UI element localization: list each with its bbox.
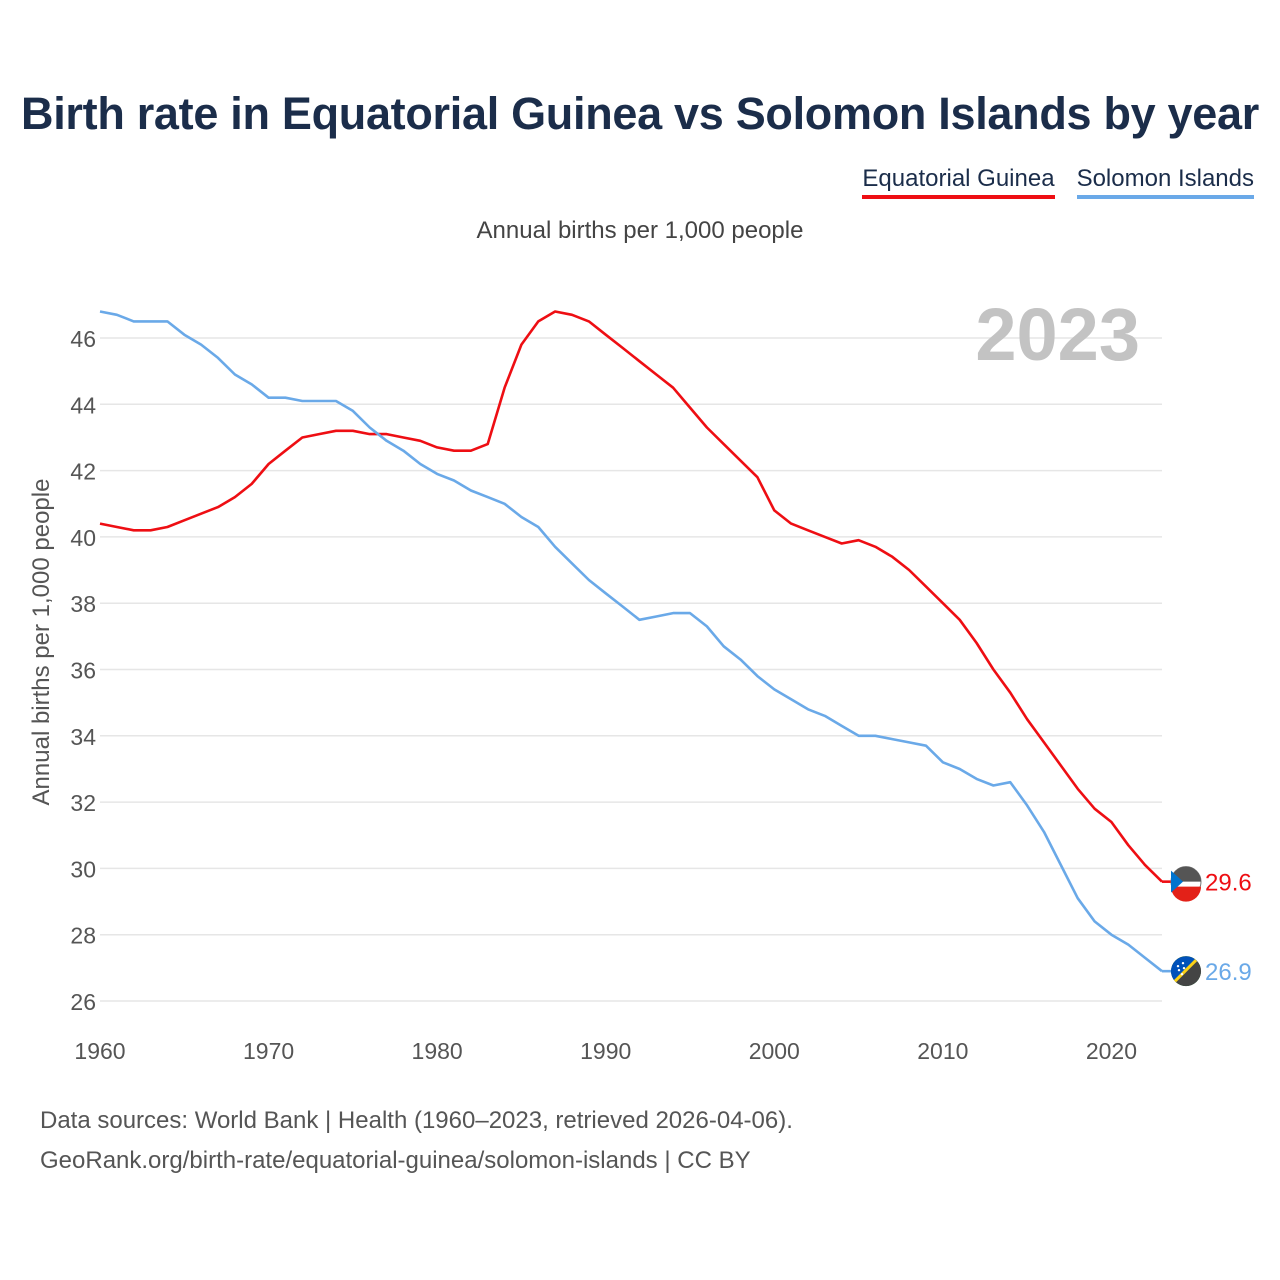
x-tick-label: 1970 (243, 1038, 294, 1064)
series-line-equatorial-guinea (99, 310, 1163, 883)
end-markers: 29.6 26.9 (1162, 866, 1252, 987)
flag-triangle (1171, 870, 1183, 893)
y-tick-label: 46 (70, 326, 96, 352)
source-line-1: Data sources: World Bank | Health (1960–… (40, 1107, 793, 1134)
legend-item-solomon-islands[interactable]: Solomon Islands (1076, 165, 1254, 199)
flag-solomon-islands-icon (1171, 956, 1201, 987)
end-value-label-equatorial-guinea: 29.6 (1205, 870, 1252, 897)
series-line-solomon-islands (99, 310, 1163, 973)
source-line-2[interactable]: GeoRank.org/birth-rate/equatorial-guinea… (40, 1147, 751, 1174)
legend-item-equatorial-guinea[interactable]: Equatorial Guinea (862, 165, 1055, 199)
flag-star (1176, 964, 1180, 968)
x-tick-label: 2020 (1086, 1038, 1137, 1064)
x-tick-label: 1990 (580, 1038, 631, 1064)
chart-title: Birth rate in Equatorial Guinea vs Solom… (21, 88, 1259, 139)
flag-stripe (1173, 959, 1198, 983)
flag-equatorial-guinea-icon (1170, 866, 1202, 902)
series-lines (99, 310, 1163, 973)
y-tick-label: 34 (70, 724, 96, 750)
y-tick-label: 40 (70, 525, 96, 551)
flag-star (1180, 972, 1184, 976)
y-tick-label: 26 (70, 989, 96, 1015)
y-tick-label: 30 (70, 856, 96, 882)
y-axis-ticks: 26 28 30 32 34 36 38 40 42 44 46 (70, 326, 96, 1015)
flag-star (1177, 968, 1181, 972)
x-tick-label: 2010 (917, 1038, 968, 1064)
flag-bottom (1171, 886, 1201, 902)
grid-lines (100, 337, 1162, 1002)
y-tick-label: 42 (70, 459, 96, 485)
x-tick-label: 2000 (749, 1038, 800, 1064)
x-tick-label: 1980 (412, 1038, 463, 1064)
y-tick-label: 44 (70, 392, 96, 418)
y-tick-label: 32 (70, 790, 96, 816)
end-value-label-solomon-islands: 26.9 (1205, 959, 1252, 986)
line-chart: 26 28 30 32 34 36 38 40 42 44 46 1960 1970 1980 1990 2… (70, 293, 1252, 1064)
chart-subtitle: Annual births per 1,000 people (476, 217, 804, 244)
year-watermark: 2023 (975, 293, 1140, 376)
x-tick-label: 1960 (74, 1038, 125, 1064)
x-axis-ticks: 1960 1970 1980 1990 2000 2010 2020 (74, 1038, 1137, 1064)
y-tick-label: 28 (70, 923, 96, 949)
flag-star (1181, 961, 1185, 965)
y-tick-label: 38 (70, 591, 96, 617)
flag-dark (1175, 960, 1201, 986)
y-tick-label: 36 (70, 658, 96, 684)
flag-star (1182, 966, 1186, 970)
chart-legend: Equatorial Guinea Solomon Islands (862, 165, 1254, 199)
